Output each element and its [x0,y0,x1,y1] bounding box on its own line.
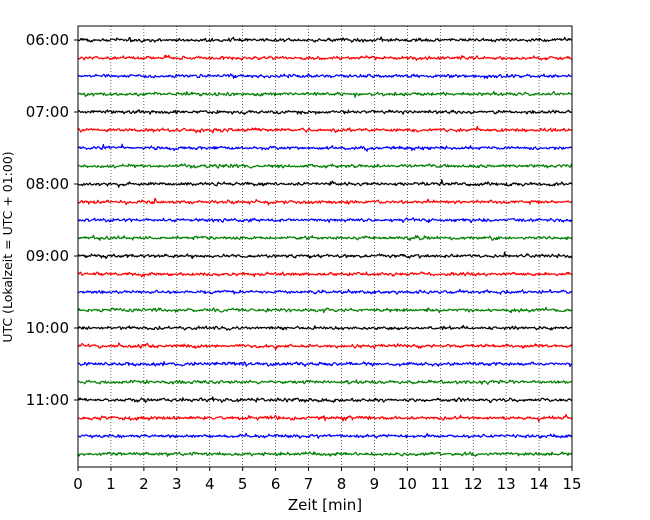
x-axis-label: Zeit [min] [288,496,362,514]
trace-1000 [77,324,573,331]
y-tick-label: 09:00 [26,247,69,265]
y-tick-label: 08:00 [26,175,69,193]
trace-1030 [77,361,573,368]
x-tick-label: 6 [271,475,281,493]
x-tick-label: 0 [73,475,83,493]
trace-0945 [77,306,573,314]
trace-0915 [77,271,573,278]
x-tick-label: 13 [497,475,516,493]
x-tick-label: 15 [562,475,581,493]
trace-0745 [77,163,573,169]
trace-0800 [77,179,573,188]
y-axis-label: UTC (Lokalzeit = UTC + 01:00) [0,151,15,342]
x-axis: 0 1 2 3 4 5 6 7 8 9 10 11 12 13 14 15 [73,467,582,493]
trace-0600 [77,36,573,43]
x-tick-label: 1 [106,475,116,493]
x-tick-label: 4 [205,475,215,493]
trace-0715 [77,125,573,134]
trace-0730 [77,143,573,152]
y-tick-label: 11:00 [26,391,69,409]
trace-1015 [77,342,573,351]
trace-1130 [77,432,573,439]
x-tick-label: 10 [398,475,417,493]
trace-0815 [77,198,573,206]
trace-0830 [77,217,573,224]
x-tick-label: 7 [304,475,314,493]
trace-0845 [77,234,573,241]
trace-0900 [77,251,573,260]
y-axis: 06:00 07:00 08:00 09:00 10:00 11:00 [26,31,78,409]
trace-1100 [77,396,573,404]
trace-1045 [77,379,573,385]
x-tick-label: 11 [431,475,450,493]
trace-0615 [77,54,573,61]
y-tick-label: 06:00 [26,31,69,49]
traces-layer [77,36,573,457]
trace-1115 [77,413,573,422]
trace-0930 [77,288,573,295]
plot-frame [77,25,573,468]
trace-1145 [77,451,573,457]
trace-0700 [77,109,573,116]
x-tick-label: 14 [530,475,549,493]
x-tick-label: 3 [172,475,182,493]
x-tick-label: 9 [370,475,380,493]
x-tick-label: 8 [337,475,347,493]
y-tick-label: 07:00 [26,103,69,121]
x-tick-label: 12 [464,475,483,493]
trace-0630 [77,73,573,79]
x-tick-label: 2 [139,475,149,493]
y-tick-label: 10:00 [26,319,69,337]
x-tick-label: 5 [238,475,248,493]
trace-0645 [77,90,573,98]
